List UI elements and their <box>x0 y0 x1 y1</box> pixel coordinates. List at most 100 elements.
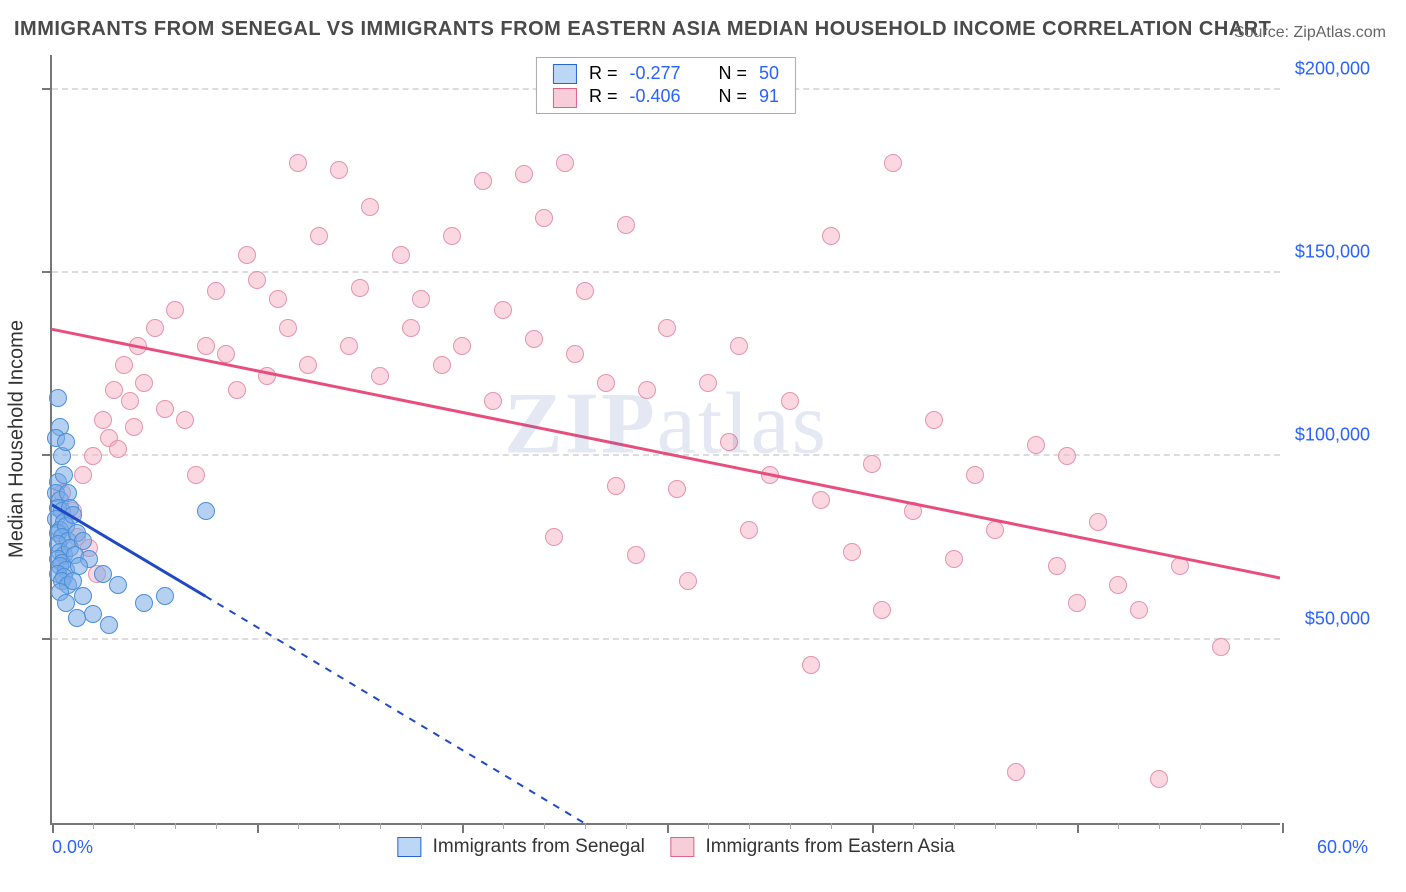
x-major-tick <box>667 823 669 833</box>
x-major-tick <box>1077 823 1079 833</box>
y-tick-label: $100,000 <box>1290 425 1370 446</box>
legend-n-value-eastern-asia: 91 <box>753 85 785 108</box>
scatter-point-eastern_asia <box>115 356 133 374</box>
x-major-tick <box>257 823 259 833</box>
legend-swatch-senegal <box>553 64 577 84</box>
scatter-point-eastern_asia <box>474 172 492 190</box>
x-minor-tick <box>1118 823 1119 829</box>
gridline <box>52 271 1280 273</box>
scatter-point-eastern_asia <box>761 466 779 484</box>
scatter-point-eastern_asia <box>121 392 139 410</box>
scatter-point-eastern_asia <box>607 477 625 495</box>
legend-row-senegal: R = -0.277 N = 50 <box>547 62 785 85</box>
y-tick <box>42 88 52 90</box>
scatter-point-eastern_asia <box>207 282 225 300</box>
x-major-tick <box>52 823 54 833</box>
scatter-point-eastern_asia <box>248 271 266 289</box>
source-attribution: Source: ZipAtlas.com <box>1234 24 1386 42</box>
x-minor-tick <box>216 823 217 829</box>
scatter-point-eastern_asia <box>146 319 164 337</box>
scatter-point-eastern_asia <box>330 161 348 179</box>
scatter-point-eastern_asia <box>166 301 184 319</box>
legend-n-label: N = <box>713 85 754 108</box>
scatter-point-eastern_asia <box>668 480 686 498</box>
scatter-point-eastern_asia <box>289 154 307 172</box>
scatter-point-eastern_asia <box>176 411 194 429</box>
x-minor-tick <box>380 823 381 829</box>
watermark-rest: atlas <box>657 375 828 472</box>
legend-n-label: N = <box>713 62 754 85</box>
scatter-point-eastern_asia <box>925 411 943 429</box>
scatter-point-eastern_asia <box>966 466 984 484</box>
scatter-point-eastern_asia <box>135 374 153 392</box>
scatter-point-senegal <box>109 576 127 594</box>
scatter-point-eastern_asia <box>269 290 287 308</box>
x-minor-tick <box>749 823 750 829</box>
scatter-point-eastern_asia <box>1109 576 1127 594</box>
legend-r-label: R = <box>583 85 624 108</box>
scatter-point-eastern_asia <box>699 374 717 392</box>
legend-r-value-eastern-asia: -0.406 <box>623 85 686 108</box>
scatter-point-eastern_asia <box>279 319 297 337</box>
scatter-point-eastern_asia <box>535 209 553 227</box>
legend-label-eastern-asia: Immigrants from Eastern Asia <box>705 836 954 857</box>
scatter-point-eastern_asia <box>187 466 205 484</box>
scatter-point-senegal <box>135 594 153 612</box>
scatter-point-eastern_asia <box>638 381 656 399</box>
x-minor-tick <box>954 823 955 829</box>
scatter-point-eastern_asia <box>658 319 676 337</box>
y-tick-label: $150,000 <box>1290 242 1370 263</box>
y-tick-label: $50,000 <box>1290 608 1370 629</box>
scatter-point-senegal <box>100 616 118 634</box>
scatter-point-eastern_asia <box>822 227 840 245</box>
scatter-point-eastern_asia <box>402 319 420 337</box>
scatter-point-eastern_asia <box>310 227 328 245</box>
correlation-legend-table: R = -0.277 N = 50 R = -0.406 N = 91 <box>547 62 785 109</box>
scatter-point-eastern_asia <box>484 392 502 410</box>
scatter-point-eastern_asia <box>525 330 543 348</box>
scatter-point-eastern_asia <box>228 381 246 399</box>
scatter-point-eastern_asia <box>1150 770 1168 788</box>
trend-line <box>206 596 585 823</box>
x-minor-tick <box>93 823 94 829</box>
scatter-point-eastern_asia <box>576 282 594 300</box>
scatter-point-eastern_asia <box>1048 557 1066 575</box>
scatter-point-eastern_asia <box>873 601 891 619</box>
scatter-point-eastern_asia <box>812 491 830 509</box>
scatter-point-eastern_asia <box>1130 601 1148 619</box>
y-tick <box>42 454 52 456</box>
scatter-point-eastern_asia <box>1058 447 1076 465</box>
scatter-point-senegal <box>49 389 67 407</box>
plot-area: ZIPatlas Median Household Income 0.0% 60… <box>50 55 1280 825</box>
x-minor-tick <box>708 823 709 829</box>
legend-n-value-senegal: 50 <box>753 62 785 85</box>
series-legend: Immigrants from Senegal Immigrants from … <box>377 836 954 858</box>
scatter-point-senegal <box>156 587 174 605</box>
scatter-point-eastern_asia <box>1212 638 1230 656</box>
x-major-tick <box>1282 823 1284 833</box>
x-minor-tick <box>1036 823 1037 829</box>
watermark-bold: ZIP <box>504 375 657 472</box>
scatter-point-eastern_asia <box>1171 557 1189 575</box>
scatter-point-eastern_asia <box>299 356 317 374</box>
legend-swatch-senegal <box>397 837 421 857</box>
scatter-point-eastern_asia <box>904 502 922 520</box>
scatter-point-eastern_asia <box>863 455 881 473</box>
legend-r-value-senegal: -0.277 <box>623 62 686 85</box>
gridline <box>52 638 1280 640</box>
scatter-point-eastern_asia <box>94 411 112 429</box>
x-minor-tick <box>175 823 176 829</box>
scatter-point-senegal <box>84 605 102 623</box>
scatter-point-senegal <box>55 466 73 484</box>
x-axis-min-label: 0.0% <box>52 837 93 858</box>
x-minor-tick <box>626 823 627 829</box>
y-axis-title: Median Household Income <box>6 320 29 558</box>
scatter-point-eastern_asia <box>371 367 389 385</box>
scatter-point-eastern_asia <box>679 572 697 590</box>
scatter-point-eastern_asia <box>74 466 92 484</box>
scatter-point-eastern_asia <box>781 392 799 410</box>
x-minor-tick <box>134 823 135 829</box>
x-minor-tick <box>1159 823 1160 829</box>
x-minor-tick <box>339 823 340 829</box>
x-axis-max-label: 60.0% <box>1317 837 1368 858</box>
